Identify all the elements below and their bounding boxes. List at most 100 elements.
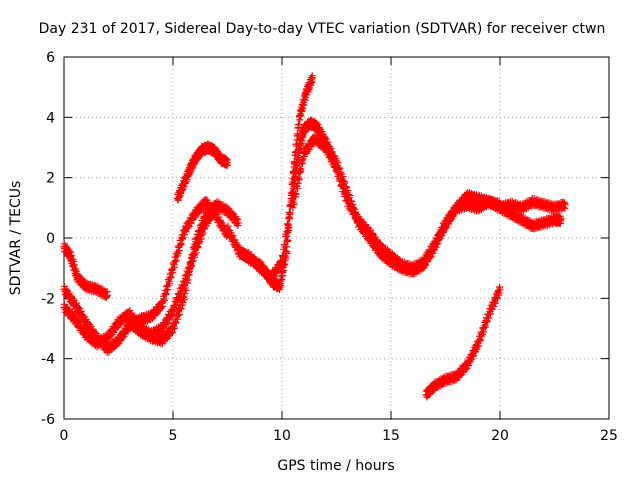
series-track-8 bbox=[289, 131, 565, 275]
data-point bbox=[180, 296, 188, 304]
data-point bbox=[194, 234, 202, 242]
data-point bbox=[74, 317, 82, 325]
data-point bbox=[286, 209, 294, 217]
data-point bbox=[342, 190, 350, 198]
data-point bbox=[177, 240, 185, 248]
data-point bbox=[182, 286, 190, 294]
data-point bbox=[104, 291, 112, 299]
data-point bbox=[442, 224, 449, 232]
grid-lines bbox=[64, 57, 609, 419]
data-point bbox=[279, 253, 287, 261]
series-track-6 bbox=[224, 72, 317, 294]
data-point bbox=[67, 251, 75, 259]
y-tick-label: -6 bbox=[41, 412, 55, 428]
data-point bbox=[167, 273, 175, 281]
data-point bbox=[495, 289, 503, 297]
data-point bbox=[231, 236, 239, 244]
data-point bbox=[172, 302, 180, 310]
data-point bbox=[481, 323, 489, 331]
data-point bbox=[62, 286, 70, 294]
data-point bbox=[283, 227, 291, 235]
data-point bbox=[493, 294, 501, 302]
data-point bbox=[451, 208, 459, 216]
data-point bbox=[234, 219, 242, 227]
data-point bbox=[162, 320, 170, 328]
data-point bbox=[425, 252, 433, 260]
data-point bbox=[294, 179, 302, 187]
data-point bbox=[184, 276, 192, 284]
data-point bbox=[284, 237, 292, 245]
y-tick-label: 0 bbox=[46, 231, 55, 247]
data-point bbox=[294, 154, 302, 162]
data-point bbox=[335, 168, 343, 176]
data-point bbox=[199, 221, 207, 229]
series-track-4 bbox=[125, 198, 242, 348]
data-point bbox=[74, 303, 82, 311]
x-tick-label: 15 bbox=[382, 428, 400, 444]
data-point bbox=[284, 221, 292, 229]
data-point bbox=[295, 176, 303, 184]
chart-title: Day 231 of 2017, Sidereal Day-to-day VTE… bbox=[39, 21, 606, 37]
series-track-9 bbox=[422, 283, 504, 401]
series-track-10 bbox=[496, 195, 569, 215]
data-point bbox=[233, 241, 241, 249]
data-points bbox=[60, 72, 569, 401]
y-axis-label: SDTVAR / TECUs bbox=[8, 181, 24, 296]
x-tick-label: 5 bbox=[169, 428, 178, 444]
data-point bbox=[160, 296, 168, 304]
data-point bbox=[291, 174, 299, 182]
series-track-5 bbox=[173, 140, 231, 204]
data-point bbox=[309, 74, 317, 82]
data-point bbox=[177, 305, 185, 313]
data-point bbox=[172, 257, 180, 265]
data-point bbox=[187, 262, 195, 270]
data-point bbox=[292, 190, 300, 198]
data-point bbox=[165, 280, 173, 288]
data-point bbox=[430, 244, 438, 252]
data-point bbox=[476, 337, 484, 345]
data-point bbox=[170, 324, 178, 332]
y-tick-label: -4 bbox=[41, 352, 55, 368]
data-point bbox=[281, 241, 289, 249]
data-point bbox=[189, 252, 197, 260]
data-point bbox=[297, 166, 305, 174]
axis-ticks: 0 5 10 15 20 25 -6 -4 -2 0 2 4 6 bbox=[41, 50, 618, 444]
y-tick-label: 2 bbox=[46, 171, 55, 187]
data-point bbox=[561, 201, 569, 209]
data-point bbox=[423, 256, 431, 264]
data-point bbox=[186, 265, 194, 273]
data-point bbox=[169, 308, 177, 316]
y-tick-label: 4 bbox=[46, 110, 55, 126]
x-tick-label: 10 bbox=[273, 428, 291, 444]
data-point bbox=[473, 343, 481, 351]
data-point bbox=[496, 285, 504, 293]
data-point bbox=[233, 216, 241, 224]
data-point bbox=[162, 289, 170, 297]
data-point bbox=[446, 216, 454, 224]
x-tick-label: 20 bbox=[491, 428, 509, 444]
data-point bbox=[297, 112, 305, 120]
data-point bbox=[79, 324, 87, 332]
data-point bbox=[288, 189, 296, 197]
data-point bbox=[290, 200, 298, 208]
y-tick-label: 6 bbox=[46, 50, 55, 66]
y-tick-label: -2 bbox=[41, 291, 55, 307]
data-point bbox=[107, 332, 115, 340]
data-point bbox=[490, 300, 498, 308]
data-point bbox=[283, 250, 291, 258]
data-point bbox=[172, 318, 180, 326]
data-point bbox=[277, 282, 285, 290]
data-point bbox=[289, 204, 297, 212]
data-point bbox=[278, 259, 286, 267]
series-track-2 bbox=[60, 240, 112, 302]
data-point bbox=[278, 275, 286, 283]
x-tick-label: 25 bbox=[600, 428, 618, 444]
x-axis-label: GPS time / hours bbox=[277, 458, 394, 474]
data-point bbox=[196, 228, 204, 236]
data-point bbox=[174, 312, 182, 320]
data-point bbox=[557, 216, 565, 224]
data-point bbox=[340, 183, 348, 191]
data-point bbox=[276, 263, 284, 271]
x-tick-label: 0 bbox=[60, 428, 69, 444]
